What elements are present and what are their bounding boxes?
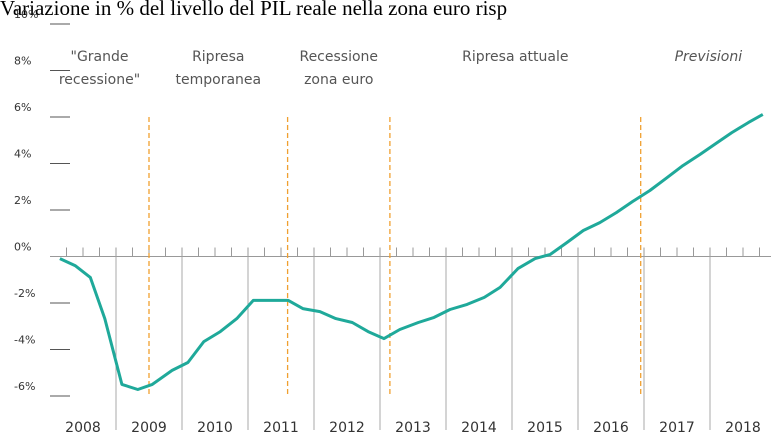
period-label: Recessione <box>299 49 378 65</box>
x-tick-label: 2017 <box>659 420 695 436</box>
period-label: Previsioni <box>675 49 743 65</box>
period-label: recessione" <box>59 72 140 88</box>
x-tick-label: 2012 <box>329 420 365 436</box>
x-tick-label: 2016 <box>593 420 629 436</box>
y-tick-label: -2% <box>14 287 35 300</box>
x-tick-label: 2013 <box>395 420 431 436</box>
y-tick-label: 6% <box>14 101 31 114</box>
x-tick-label: 2008 <box>65 420 101 436</box>
period-label: temporanea <box>176 72 262 88</box>
x-tick-label: 2015 <box>527 420 563 436</box>
y-tick-label: 2% <box>14 194 31 207</box>
x-tick-label: 2018 <box>725 420 761 436</box>
y-tick-label: -6% <box>14 380 35 393</box>
y-tick-label: 8% <box>14 55 31 68</box>
y-tick-label: 0% <box>14 241 31 254</box>
period-label: zona euro <box>304 72 373 88</box>
data-line <box>59 113 764 391</box>
period-label: Ripresa attuale <box>462 49 568 65</box>
y-tick-label: -4% <box>14 334 35 347</box>
x-tick-label: 2009 <box>131 420 167 436</box>
y-tick-label: 4% <box>14 148 31 161</box>
x-tick-label: 2014 <box>461 420 497 436</box>
period-label: "Grande <box>71 49 129 65</box>
period-label: Ripresa <box>192 49 244 65</box>
x-tick-label: 2011 <box>263 420 299 436</box>
y-tick-label: 10% <box>14 8 38 21</box>
chart-title: Variazione in % del livello del PIL real… <box>0 0 507 20</box>
x-tick-label: 2010 <box>197 420 233 436</box>
